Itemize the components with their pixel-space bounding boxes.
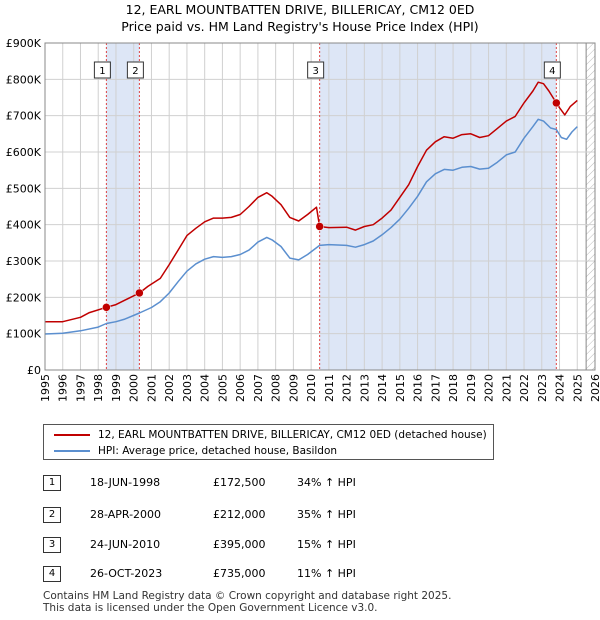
legend-label-property: 12, EARL MOUNTBATTEN DRIVE, BILLERICAY, …	[98, 429, 487, 441]
sale-label-box	[126, 61, 144, 79]
legend-item-hpi: HPI: Average price, detached house, Basi…	[54, 443, 337, 459]
sale-price: £395,000	[213, 538, 266, 551]
x-tick-label: 2005	[216, 374, 229, 402]
x-tick-label: 2022	[518, 374, 531, 402]
x-tick-label: 2017	[429, 374, 442, 402]
footer-copyright: Contains HM Land Registry data © Crown c…	[43, 590, 451, 614]
y-tick-label: £600K	[6, 146, 42, 159]
sale-date: 24-JUN-2010	[90, 538, 161, 551]
sale-point	[135, 288, 144, 298]
y-tick-label: £0	[27, 364, 41, 377]
sale-number-badge: 1	[43, 475, 61, 491]
x-tick-label: 1998	[92, 374, 105, 402]
x-tick-label: 2020	[483, 374, 496, 402]
sale-number-badge: 4	[43, 566, 61, 582]
y-tick-label: £200K	[6, 291, 42, 304]
legend-item-property: 12, EARL MOUNTBATTEN DRIVE, BILLERICAY, …	[54, 427, 487, 443]
x-tick-label: 2019	[465, 374, 478, 402]
sale-number-badge: 3	[43, 537, 61, 553]
x-tick-label: 2009	[287, 374, 300, 402]
x-tick-label: 2008	[270, 374, 283, 402]
sale-hpi-change: 34% ↑ HPI	[297, 476, 356, 489]
x-tick-label: 2003	[181, 374, 194, 402]
x-tick-label: 2015	[394, 374, 407, 402]
chart-subtitle: Price paid vs. HM Land Registry's House …	[121, 19, 479, 34]
sale-price: £212,000	[213, 508, 266, 521]
x-tick-label: 2010	[305, 374, 318, 402]
sale-date: 28-APR-2000	[90, 508, 162, 521]
plot-border	[44, 42, 596, 371]
x-tick-label: 2026	[589, 374, 600, 402]
x-tick-label: 2025	[571, 374, 584, 402]
x-tick-label: 2002	[163, 374, 176, 402]
y-tick-label: £500K	[6, 182, 42, 195]
sale-price: £172,500	[213, 476, 266, 489]
x-tick-label: 1997	[74, 374, 87, 402]
chart-legend: 12, EARL MOUNTBATTEN DRIVE, BILLERICAY, …	[43, 424, 494, 460]
x-tick-label: 2007	[252, 374, 265, 402]
x-tick-label: 2000	[128, 374, 141, 402]
hpi-line	[44, 118, 578, 335]
chart-title: 12, EARL MOUNTBATTEN DRIVE, BILLERICAY, …	[125, 2, 475, 17]
sale-label-text: 4	[549, 66, 555, 77]
sale-date: 18-JUN-1998	[90, 476, 161, 489]
sale-date: 26-OCT-2023	[90, 567, 163, 580]
legend-swatch-hpi	[54, 450, 90, 452]
sale-label-box	[543, 61, 561, 79]
x-tick-label: 2014	[376, 374, 389, 402]
footer-line: This data is licensed under the Open Gov…	[43, 602, 378, 614]
ownership-shade	[319, 43, 557, 370]
footer-line: Contains HM Land Registry data © Crown c…	[43, 590, 452, 602]
x-tick-label: 2024	[554, 374, 567, 402]
x-tick-label: 2012	[341, 374, 354, 402]
x-tick-label: 2013	[358, 374, 371, 402]
sale-hpi-change: 11% ↑ HPI	[297, 567, 356, 580]
forecast-hatch	[586, 43, 595, 370]
sale-label-text: 1	[99, 66, 105, 77]
y-tick-label: £900K	[6, 37, 42, 50]
x-tick-label: 2023	[536, 374, 549, 402]
sale-point	[552, 98, 561, 108]
x-tick-label: 2018	[447, 374, 460, 402]
property-price-line	[45, 81, 578, 323]
legend-label-hpi: HPI: Average price, detached house, Basi…	[98, 445, 338, 457]
sale-point	[102, 303, 111, 312]
y-tick-label: £300K	[6, 255, 42, 268]
x-tick-label: 2016	[412, 374, 425, 402]
legend-swatch-property	[54, 434, 90, 436]
price-chart: 1 2 3 4 £0 £100K £200K £300K £400K £500K £600K £700…	[6, 37, 600, 402]
x-tick-label: 2021	[500, 374, 513, 402]
x-tick-label: 2004	[199, 374, 212, 402]
x-tick-label: 2011	[323, 374, 336, 402]
y-tick-label: £400K	[6, 219, 42, 232]
sale-label-text: 2	[132, 66, 138, 77]
ownership-shade	[106, 43, 140, 370]
sale-label-text: 3	[312, 66, 318, 77]
sale-price: £735,000	[213, 567, 266, 580]
x-tick-label: 1999	[110, 374, 123, 402]
sale-label-box	[93, 61, 111, 79]
sale-hpi-change: 15% ↑ HPI	[297, 538, 356, 551]
x-tick-label: 2001	[145, 374, 158, 402]
y-tick-label: £800K	[6, 73, 42, 86]
sale-point	[315, 222, 324, 231]
x-tick-label: 1995	[39, 374, 52, 402]
sale-hpi-change: 35% ↑ HPI	[297, 508, 356, 521]
sale-label-box	[307, 61, 325, 79]
x-tick-label: 2006	[234, 374, 247, 402]
y-tick-label: £700K	[6, 110, 42, 123]
sale-number-badge: 2	[43, 507, 61, 523]
y-tick-label: £100K	[6, 328, 42, 341]
x-tick-label: 1996	[57, 374, 70, 402]
